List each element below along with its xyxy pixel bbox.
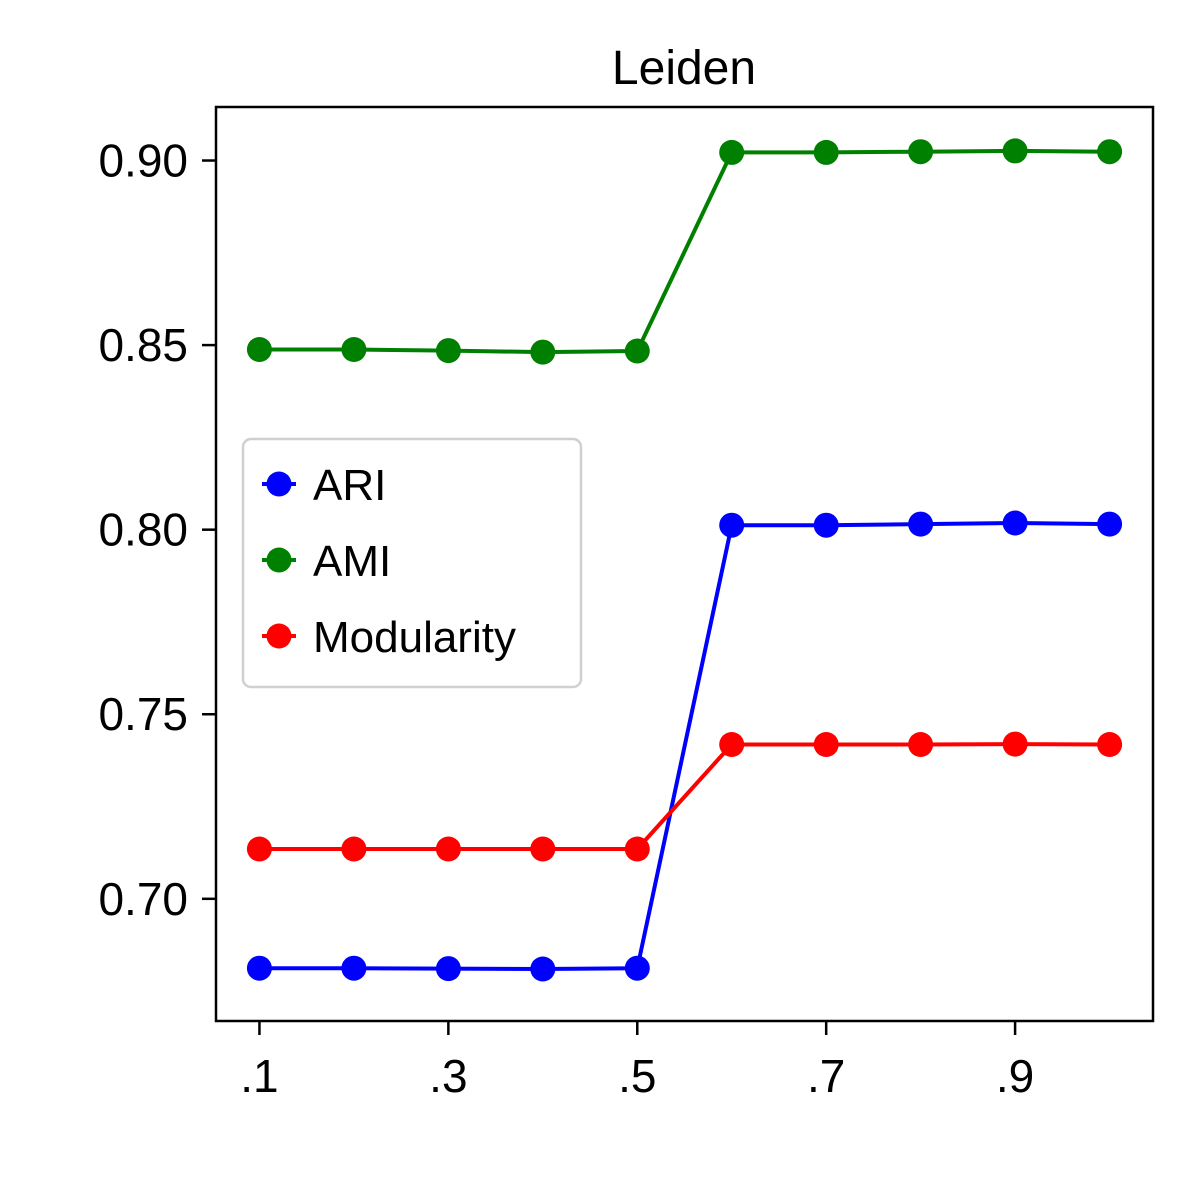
data-point-ami — [341, 337, 367, 362]
legend: ARI AMI Modularity — [241, 437, 583, 689]
data-point-ami — [813, 139, 839, 165]
x-tick-label: .1 — [240, 1050, 278, 1102]
legend-box — [241, 437, 583, 689]
plot-frame — [214, 105, 1155, 1023]
data-point-ari — [908, 511, 934, 537]
data-point-modularity — [341, 836, 367, 862]
x-tick-label: .7 — [807, 1050, 845, 1102]
data-point-ami — [530, 339, 556, 365]
data-point-ami — [908, 139, 934, 165]
data-point-ami — [1097, 139, 1123, 165]
data-point-ari — [435, 956, 461, 982]
y-tick-label: 0.75 — [98, 688, 188, 740]
data-point-modularity — [908, 732, 934, 757]
legend-swatch-marker-modularity — [266, 623, 292, 649]
chart-title: Leiden — [612, 42, 756, 95]
data-point-ari — [719, 512, 745, 538]
data-point-ami — [1002, 138, 1028, 164]
data-point-modularity — [719, 732, 745, 757]
data-point-ami — [435, 338, 461, 364]
x-tick-label: .9 — [996, 1050, 1034, 1102]
data-point-modularity — [530, 836, 556, 862]
y-axis: 0.70 0.75 0.80 0.85 0.90 — [98, 135, 216, 925]
data-point-modularity — [624, 836, 650, 862]
data-point-ami — [246, 337, 272, 362]
data-point-ari — [624, 955, 650, 981]
x-axis: .1 .3 .5 .7 .9 — [240, 1021, 1034, 1102]
y-tick-label: 0.90 — [98, 135, 188, 187]
data-point-modularity — [246, 836, 272, 862]
series-line-modularity — [259, 742, 1110, 851]
series-line-ami — [259, 148, 1110, 355]
y-tick-label: 0.80 — [98, 504, 188, 556]
data-point-modularity — [435, 836, 461, 862]
x-tick-label: .5 — [618, 1050, 656, 1102]
y-tick-label: 0.85 — [98, 319, 188, 371]
legend-label-modularity: Modularity — [313, 613, 516, 662]
data-point-ami — [624, 338, 650, 364]
data-point-ari — [246, 955, 272, 981]
data-point-modularity — [1097, 732, 1123, 757]
legend-swatch-marker-ari — [266, 471, 292, 497]
y-tick-label: 0.70 — [98, 873, 188, 925]
data-point-modularity — [1002, 731, 1028, 757]
legend-label-ari: ARI — [313, 461, 386, 510]
legend-label-ami: AMI — [313, 537, 391, 586]
plot-area — [246, 138, 1123, 982]
data-point-ari — [813, 512, 839, 538]
data-point-ari — [1097, 511, 1123, 537]
data-point-ari — [530, 956, 556, 982]
data-point-modularity — [813, 732, 839, 757]
data-point-ari — [341, 955, 367, 981]
x-tick-label: .3 — [429, 1050, 467, 1102]
legend-swatch-marker-ami — [266, 547, 292, 573]
series-line-ari — [259, 521, 1110, 971]
data-point-ari — [1002, 510, 1028, 536]
data-point-ami — [719, 139, 745, 165]
